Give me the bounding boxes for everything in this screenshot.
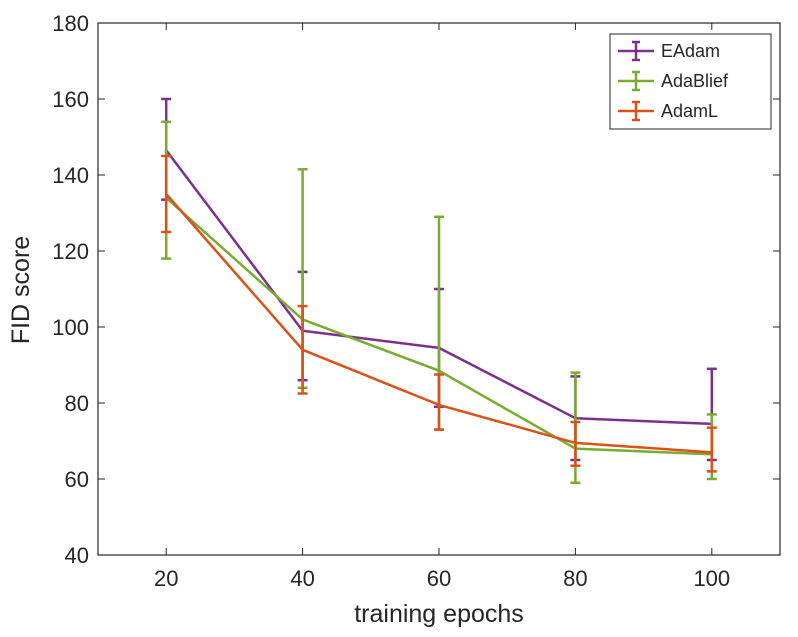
y-tick-label: 40 [65, 543, 89, 568]
y-tick-label: 120 [52, 239, 89, 264]
y-axis-label: FID score [7, 236, 35, 344]
y-tick-label: 100 [52, 315, 89, 340]
x-tick-label: 40 [290, 566, 314, 591]
legend-entry-adaml: AdamL [618, 100, 718, 122]
x-axis-label: training epochs [354, 600, 524, 628]
y-tick-label: 60 [65, 467, 89, 492]
plot-area [161, 97, 717, 485]
series-line [165, 193, 712, 454]
axes: 20 40 60 80 100 40 60 80 100 120 140 160 180 [52, 11, 781, 591]
x-tick-label: 20 [154, 566, 178, 591]
y-tick-label: 180 [52, 11, 89, 36]
legend-label: AdamL [661, 101, 718, 121]
legend-label: EAdam [661, 41, 720, 61]
series-line [165, 196, 712, 456]
error-bar [434, 373, 444, 431]
x-tick-label: 60 [427, 566, 451, 591]
y-tick-label: 80 [65, 391, 89, 416]
legend-label: AdaBlief [661, 71, 729, 91]
y-tick-label: 140 [52, 163, 89, 188]
legend-entry-eadam: EAdam [618, 40, 720, 62]
legend: EAdam AdaBlief AdamL [609, 33, 772, 130]
series-adaml [161, 154, 717, 473]
x-tick-label: 80 [563, 566, 587, 591]
y-tick-label: 160 [52, 87, 89, 112]
x-tick-label: 100 [693, 566, 730, 591]
error-bar [706, 426, 717, 473]
legend-entry-adablief: AdaBlief [618, 70, 729, 92]
